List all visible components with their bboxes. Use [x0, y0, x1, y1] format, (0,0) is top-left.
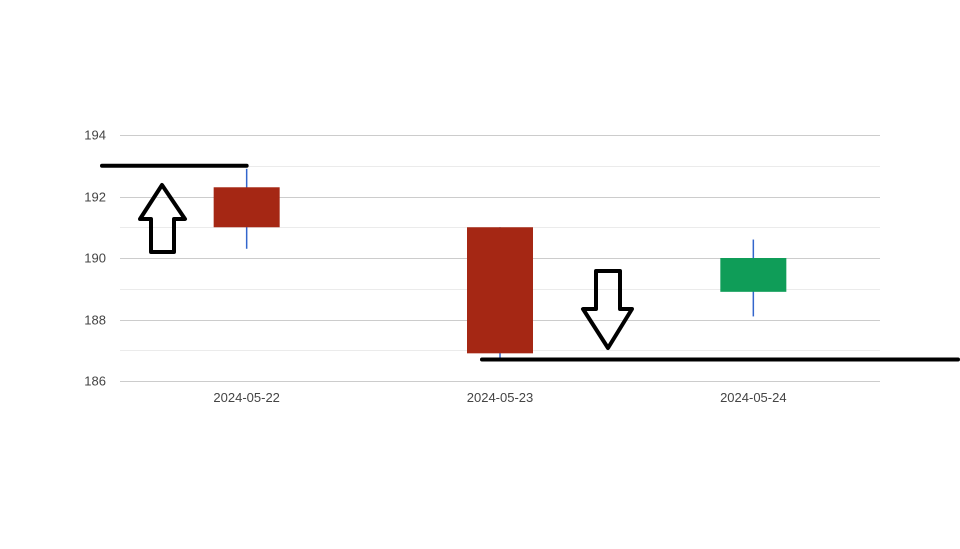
annotations	[100, 163, 960, 362]
y-tick-label: 192	[84, 190, 106, 205]
candle-body-down	[213, 187, 280, 228]
arrow-up-icon	[138, 183, 187, 254]
arrow-down-icon	[581, 269, 634, 350]
x-tick-label: 2024-05-23	[467, 390, 534, 405]
x-tick-label: 2024-05-22	[213, 390, 280, 405]
y-tick-label: 190	[84, 251, 106, 266]
y-tick-label: 188	[84, 313, 106, 328]
y-axis-ticks: 186 188 190 192 194	[84, 128, 106, 389]
x-tick-label: 2024-05-24	[720, 390, 787, 405]
candles	[213, 168, 787, 360]
candle-body-down	[467, 227, 533, 354]
y-tick-label: 186	[84, 374, 106, 389]
candle-body-up	[720, 258, 787, 292]
x-axis-ticks: 2024-05-22 2024-05-23 2024-05-24	[213, 390, 786, 405]
y-tick-label: 194	[84, 128, 106, 143]
